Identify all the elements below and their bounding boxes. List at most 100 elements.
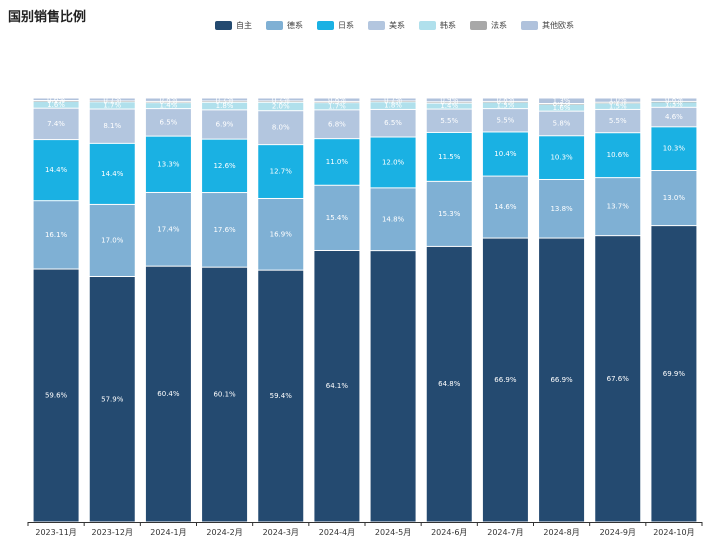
legend-item[interactable]: 日系 xyxy=(317,20,354,31)
bar-segment[interactable] xyxy=(651,102,697,107)
bar-segment[interactable] xyxy=(651,171,697,226)
bar-segment[interactable] xyxy=(202,101,248,102)
bar-segment[interactable] xyxy=(482,238,528,522)
bar-segment[interactable] xyxy=(539,98,585,104)
bar-segment[interactable] xyxy=(145,136,191,192)
bar-segment[interactable] xyxy=(33,101,79,108)
bar-segment[interactable] xyxy=(258,98,304,101)
legend-item[interactable]: 自主 xyxy=(215,20,252,31)
bar-segment[interactable] xyxy=(89,204,135,277)
bar-segment[interactable] xyxy=(89,101,135,102)
bar-segment[interactable] xyxy=(539,238,585,522)
bar-segment[interactable] xyxy=(314,98,360,101)
data-label: 1.6% xyxy=(47,101,65,109)
bar-segment[interactable] xyxy=(145,103,191,109)
bar-segment[interactable] xyxy=(145,101,191,103)
bar-segment[interactable] xyxy=(482,132,528,176)
bar-segment[interactable] xyxy=(33,101,79,102)
bar-segment[interactable] xyxy=(426,102,472,103)
bar-segment[interactable] xyxy=(651,127,697,171)
bar-segment[interactable] xyxy=(314,250,360,522)
bar-segment[interactable] xyxy=(595,236,641,522)
legend-item[interactable]: 美系 xyxy=(368,20,405,31)
bar-segment[interactable] xyxy=(539,104,585,111)
bar-segment[interactable] xyxy=(314,139,360,185)
bar-segment[interactable] xyxy=(33,269,79,522)
bar-segment[interactable] xyxy=(426,98,472,102)
bar-segment[interactable] xyxy=(314,185,360,250)
bar-segment[interactable] xyxy=(482,102,528,109)
bar-segment[interactable] xyxy=(595,98,641,102)
bar-segment[interactable] xyxy=(89,143,135,204)
bar-segment[interactable] xyxy=(314,103,360,110)
bar-segment[interactable] xyxy=(258,145,304,198)
bar-segment[interactable] xyxy=(539,111,585,136)
bar-segment[interactable] xyxy=(370,102,416,109)
bar-segment[interactable] xyxy=(258,198,304,270)
bar-segment[interactable] xyxy=(426,132,472,181)
bar-segment[interactable] xyxy=(651,226,697,522)
legend-item[interactable]: 法系 xyxy=(470,20,507,31)
bar-segment[interactable] xyxy=(89,102,135,109)
bar-segment[interactable] xyxy=(539,104,585,105)
bar-segment[interactable] xyxy=(33,201,79,269)
bar-segment[interactable] xyxy=(258,270,304,522)
bar-segment[interactable] xyxy=(539,136,585,179)
data-label: 13.8% xyxy=(550,205,573,213)
legend-item[interactable]: 德系 xyxy=(266,20,303,31)
bar-segment[interactable] xyxy=(145,266,191,522)
bar-segment[interactable] xyxy=(426,109,472,132)
bar-segment[interactable] xyxy=(314,110,360,139)
bar-segment[interactable] xyxy=(370,251,416,522)
bar-segment[interactable] xyxy=(595,109,641,133)
bar-segment[interactable] xyxy=(202,193,248,267)
data-label: 0.7% xyxy=(103,95,121,103)
legend-item[interactable]: 其他欧系 xyxy=(521,20,574,31)
data-label: 7.4% xyxy=(47,120,65,128)
bar-segment[interactable] xyxy=(202,267,248,522)
bar-segment[interactable] xyxy=(595,133,641,178)
bar-segment[interactable] xyxy=(370,188,416,251)
bar-segment[interactable] xyxy=(370,137,416,188)
bar-segment[interactable] xyxy=(202,110,248,139)
bar-segment[interactable] xyxy=(145,109,191,136)
bar-segment[interactable] xyxy=(258,101,304,102)
bar-segment[interactable] xyxy=(426,246,472,522)
bar-segment[interactable] xyxy=(426,181,472,246)
bar-segment[interactable] xyxy=(89,277,135,522)
bar-segment[interactable] xyxy=(482,176,528,238)
bar-segment[interactable] xyxy=(595,178,641,236)
bar-segment[interactable] xyxy=(202,139,248,193)
bar-segment[interactable] xyxy=(651,101,697,103)
bar-segment[interactable] xyxy=(370,109,416,137)
bar-segment[interactable] xyxy=(426,103,472,109)
bar-segment[interactable] xyxy=(595,103,641,109)
bar-segment[interactable] xyxy=(314,101,360,103)
bar-segment[interactable] xyxy=(89,109,135,143)
bar-segment[interactable] xyxy=(33,140,79,201)
bar-segment[interactable] xyxy=(202,102,248,110)
bar-segment[interactable] xyxy=(539,179,585,238)
bar-segment[interactable] xyxy=(33,98,79,101)
data-label: 66.9% xyxy=(550,376,573,384)
bar-segment[interactable] xyxy=(370,98,416,101)
bar-segment[interactable] xyxy=(258,102,304,111)
data-label: 10.4% xyxy=(494,150,517,158)
legend-label: 其他欧系 xyxy=(542,21,574,30)
bar-segment[interactable] xyxy=(33,108,79,140)
bar-segment[interactable] xyxy=(145,192,191,266)
bar-segment[interactable] xyxy=(651,107,697,127)
bar-segment[interactable] xyxy=(482,109,528,132)
bar-segment[interactable] xyxy=(202,98,248,101)
bar-segment[interactable] xyxy=(482,98,528,101)
legend-item[interactable]: 韩系 xyxy=(419,20,456,31)
data-label: 0.3% xyxy=(328,98,346,106)
bar-segment[interactable] xyxy=(370,101,416,102)
bar-segment[interactable] xyxy=(595,102,641,104)
bar-segment[interactable] xyxy=(145,98,191,101)
bar-segment[interactable] xyxy=(651,98,697,101)
bar-segment[interactable] xyxy=(258,111,304,145)
bar-segment[interactable] xyxy=(482,101,528,103)
x-tick-label: 2024-9月 xyxy=(600,528,636,537)
bar-segment[interactable] xyxy=(89,98,135,101)
